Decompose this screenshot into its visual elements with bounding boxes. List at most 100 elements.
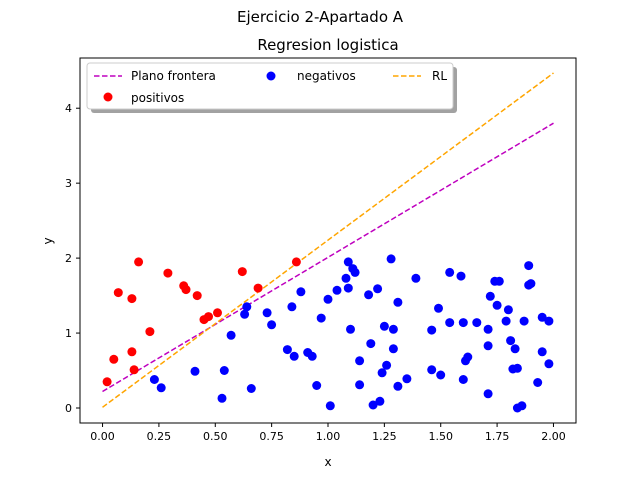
- point-positivos: [109, 354, 119, 364]
- point-negativos: [427, 365, 437, 375]
- legend-positivos-marker: [103, 92, 113, 102]
- point-negativos: [379, 321, 389, 331]
- point-negativos: [307, 351, 317, 361]
- point-negativos: [219, 366, 229, 375]
- point-negativos: [355, 380, 365, 390]
- point-negativos: [368, 400, 378, 410]
- x-tick-label: 0.00: [90, 430, 115, 443]
- point-negativos: [373, 284, 383, 294]
- point-negativos: [524, 261, 534, 271]
- y-tick-label: 3: [65, 177, 72, 190]
- point-positivos: [127, 347, 137, 357]
- point-positivos: [145, 327, 155, 337]
- point-negativos: [350, 267, 360, 277]
- point-negativos: [355, 356, 365, 366]
- point-negativos: [533, 378, 543, 387]
- point-positivos: [291, 257, 301, 267]
- legend: Plano frontera negativos RL positivos: [86, 62, 457, 113]
- point-negativos: [262, 308, 272, 318]
- point-negativos: [510, 344, 520, 354]
- point-negativos: [377, 368, 387, 378]
- point-negativos: [240, 309, 250, 319]
- point-negativos: [242, 302, 252, 312]
- point-negativos: [445, 318, 455, 328]
- point-negativos: [346, 324, 355, 334]
- point-negativos: [445, 267, 455, 277]
- point-negativos: [325, 401, 335, 411]
- x-axis-label: x: [324, 455, 331, 469]
- point-negativos: [156, 383, 166, 393]
- legend-rl-label: RL: [432, 69, 447, 83]
- point-negativos: [458, 318, 468, 328]
- point-negativos: [386, 254, 396, 264]
- y-tick-label: 4: [65, 102, 72, 115]
- point-positivos: [102, 377, 112, 387]
- y-tick-label: 1: [65, 327, 72, 340]
- point-negativos: [526, 279, 536, 289]
- point-positivos: [163, 268, 173, 278]
- point-negativos: [544, 316, 554, 326]
- point-negativos: [388, 344, 398, 354]
- point-negativos: [483, 389, 493, 399]
- point-negativos: [483, 341, 493, 351]
- point-negativos: [323, 294, 333, 304]
- point-negativos: [190, 366, 200, 376]
- x-tick-label: 0.75: [259, 430, 284, 443]
- point-negativos: [393, 297, 403, 307]
- line-rl: [102, 72, 554, 408]
- legend-box: [86, 62, 454, 110]
- point-negativos: [517, 401, 527, 411]
- line-plano-frontera: [102, 122, 554, 393]
- point-negativos: [393, 381, 403, 391]
- point-negativos: [289, 351, 299, 361]
- point-negativos: [456, 271, 466, 281]
- point-negativos: [485, 291, 495, 301]
- point-negativos: [434, 303, 443, 313]
- x-tick-label: 1.50: [428, 430, 453, 443]
- point-negativos: [537, 312, 547, 322]
- legend-positivos-label: positivos: [131, 91, 184, 105]
- point-negativos: [332, 285, 342, 295]
- point-negativos: [519, 316, 529, 326]
- point-positivos: [113, 288, 123, 298]
- point-negativos: [246, 384, 256, 393]
- chart-suptitle: Ejercicio 2-Apartado A: [237, 8, 404, 26]
- point-negativos: [217, 393, 227, 403]
- point-positivos: [129, 365, 139, 375]
- point-negativos: [287, 302, 297, 312]
- x-tick-label: 1.75: [485, 430, 510, 443]
- point-negativos: [483, 324, 493, 334]
- legend-negativos-label: negativos: [297, 69, 356, 83]
- point-negativos: [494, 276, 504, 286]
- point-negativos: [267, 320, 277, 330]
- x-tick-label: 1.25: [372, 430, 397, 443]
- point-negativos: [436, 370, 446, 380]
- point-negativos: [316, 313, 326, 323]
- point-negativos: [537, 347, 547, 357]
- point-negativos: [512, 363, 522, 373]
- plot-area: [102, 72, 554, 413]
- point-negativos: [506, 336, 516, 346]
- x-axis: 0.00 0.25 0.50 0.75 1.00 1.25 1.50 1.75 2.00: [90, 423, 566, 443]
- point-negativos: [388, 324, 398, 334]
- x-tick-label: 2.00: [541, 430, 566, 443]
- x-tick-label: 1.00: [316, 430, 341, 443]
- y-axis-label: y: [41, 237, 55, 244]
- point-negativos: [149, 375, 159, 384]
- point-negativos: [282, 345, 292, 355]
- point-negativos: [343, 257, 353, 267]
- point-positivos: [127, 294, 137, 304]
- point-negativos: [364, 290, 374, 300]
- point-negativos: [402, 374, 412, 384]
- point-negativos: [544, 359, 554, 369]
- point-positivos: [204, 312, 213, 322]
- point-negativos: [458, 375, 468, 384]
- point-negativos: [366, 339, 376, 349]
- y-axis: 0 1 2 3 4: [65, 102, 80, 415]
- legend-negativos-marker: [266, 71, 276, 81]
- point-negativos: [343, 283, 353, 293]
- point-negativos: [492, 300, 502, 310]
- x-tick-label: 0.25: [147, 430, 172, 443]
- point-positivos: [253, 283, 263, 293]
- point-positivos: [192, 291, 202, 301]
